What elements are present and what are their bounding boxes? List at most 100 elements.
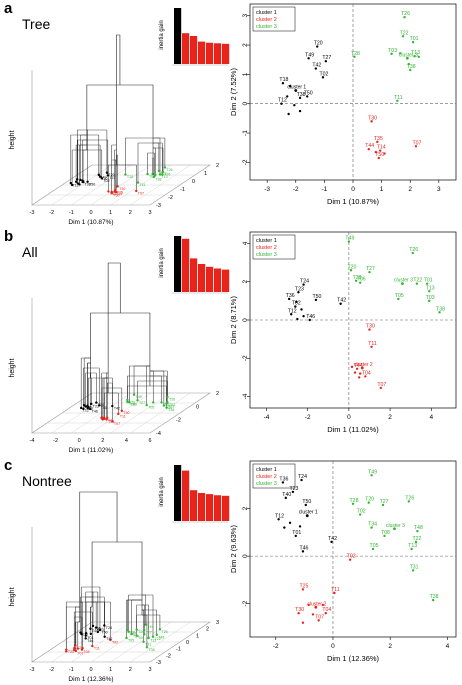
data-point xyxy=(281,481,285,484)
dendrogram-3d: height -3 -2 -1 0 1 2 3 Dim 1 (12.36%) -3 -2 -1 0 1 2 3… xyxy=(9,491,219,683)
data-point xyxy=(298,109,302,113)
dendro-ylabel: height xyxy=(9,358,16,377)
data-point xyxy=(379,386,383,390)
dendrogram-leaf xyxy=(115,191,118,194)
data-point xyxy=(415,282,419,285)
dendrogram-leaf xyxy=(136,181,140,184)
inertia-bar xyxy=(222,43,230,64)
point-label: T08 xyxy=(381,530,390,536)
point-label: T50 xyxy=(312,294,321,300)
data-point xyxy=(294,305,297,308)
dendro-xtick: 3 xyxy=(148,667,151,673)
dendrogram-leaf-label: T49 xyxy=(136,395,142,399)
point-label: T01 xyxy=(410,36,419,42)
dendro-xtick: 4 xyxy=(125,438,128,444)
inertia-bar xyxy=(190,36,198,64)
data-point xyxy=(306,95,309,98)
legend-entry: cluster 3 xyxy=(256,252,277,258)
point-label: T18 xyxy=(279,77,288,83)
dendrogram-leaf-label: T50 xyxy=(89,182,95,186)
dendro-depth-tick: 2 xyxy=(206,627,209,633)
dendrogram-leaf xyxy=(165,402,168,405)
point-label: T42 xyxy=(337,298,346,304)
x-tick-label: 4 xyxy=(446,643,450,650)
data-point xyxy=(368,270,371,274)
data-point xyxy=(277,518,280,521)
legend-box xyxy=(252,234,296,260)
data-point xyxy=(283,526,286,529)
data-point xyxy=(280,102,283,105)
data-point xyxy=(353,55,356,58)
dendro-xlabel: Dim 1 (11.02%) xyxy=(69,447,114,454)
data-point xyxy=(367,148,370,151)
dendro-ylabel: height xyxy=(9,130,16,149)
dendrogram-leaf xyxy=(91,624,95,628)
point-label: T44 xyxy=(365,143,374,149)
data-point xyxy=(428,299,431,303)
panel-b: b All height -4 -2 0 2 4 6 Dim 1 (11.02%) -4 -2 0 2 T4… xyxy=(0,228,462,454)
dendrogram-leaf xyxy=(126,400,129,404)
point-label: T35 xyxy=(374,136,383,142)
dendrogram-leaf-label: T11 xyxy=(140,183,146,187)
dendrogram-leaf xyxy=(135,628,138,631)
dendrogram-leaf xyxy=(97,173,100,177)
data-point xyxy=(370,474,373,477)
dendro-xtick: 1 xyxy=(109,667,112,673)
y-axis-label: Dim 2 (9.63%) xyxy=(229,525,238,573)
dendrogram-leaf-label: T14 xyxy=(116,192,122,196)
point-label: T05 xyxy=(370,543,379,549)
point-label: T44 xyxy=(354,363,363,369)
legend-box xyxy=(252,6,296,32)
cluster-center-label: cluster 2 xyxy=(354,362,373,368)
dendrogram-leaf-label: T42 xyxy=(114,407,120,411)
inertia-bar xyxy=(182,33,190,64)
dendrogram-leaf-label: T30 xyxy=(68,650,74,654)
point-label: T28 xyxy=(350,498,359,504)
dendrogram-leaf-label: T26 xyxy=(161,630,167,634)
dendrogram-leaf-label: T02 xyxy=(130,632,136,636)
data-point xyxy=(285,95,289,98)
dendrogram-leaf xyxy=(74,180,78,183)
dendrogram-leaf xyxy=(152,175,155,179)
dendrogram-leaf xyxy=(89,407,92,411)
dendrogram-leaf xyxy=(65,650,68,653)
dendrogram-leaf xyxy=(126,628,129,631)
data-point xyxy=(401,35,405,38)
point-label: T36 xyxy=(279,476,288,482)
point-label: T04 xyxy=(362,370,371,376)
data-point xyxy=(294,534,297,538)
dendrogram-leaf-label: T23 xyxy=(93,404,99,408)
dendro-xtick: -1 xyxy=(69,667,74,673)
y-axis-label: Dim 2 (8.71%) xyxy=(229,296,238,344)
dendrogram-leaf xyxy=(145,403,148,407)
x-tick-label: 2 xyxy=(388,643,392,650)
y-tick-label: 0 xyxy=(242,318,249,322)
dendrogram-leaf xyxy=(65,648,68,651)
dendrogram-leaf-label: T05 xyxy=(128,639,134,643)
panel-a: a Tree height -3 -2 -1 0 1 2 3 Dim 1 (10.87%) -3 -2-… xyxy=(0,0,462,226)
data-point xyxy=(397,297,400,301)
dendrogram-leaf-label: T30 xyxy=(119,187,125,191)
dendrogram-join xyxy=(86,84,154,128)
inertia-bar xyxy=(174,236,182,292)
data-point xyxy=(287,297,291,301)
dendrogram-leaf-label: T38 xyxy=(155,178,161,182)
point-label: T13 xyxy=(411,50,420,56)
data-point xyxy=(317,619,320,622)
inertia-ylabel: inertia gain xyxy=(159,477,165,506)
dendro-xtick: 1 xyxy=(109,210,112,216)
x-tick-label: -3 xyxy=(264,186,270,193)
dendrogram-leaf-label: T42 xyxy=(106,637,112,641)
point-label: T38 xyxy=(407,64,416,70)
dendrogram-leaf-label: T50 xyxy=(101,406,107,410)
dendro-depth-tick: -2 xyxy=(166,653,171,659)
point-label: T27 xyxy=(322,55,331,61)
dendro-xtick: -3 xyxy=(30,667,35,673)
dendro-xtick: -2 xyxy=(49,667,54,673)
point-label: T26 xyxy=(405,495,414,501)
dendrogram-leaf xyxy=(69,181,73,185)
point-label: T38 xyxy=(436,306,445,312)
data-point xyxy=(410,547,413,551)
dendrogram-leaf-label: T25 xyxy=(77,646,83,650)
dendrogram-leaf xyxy=(165,406,168,409)
